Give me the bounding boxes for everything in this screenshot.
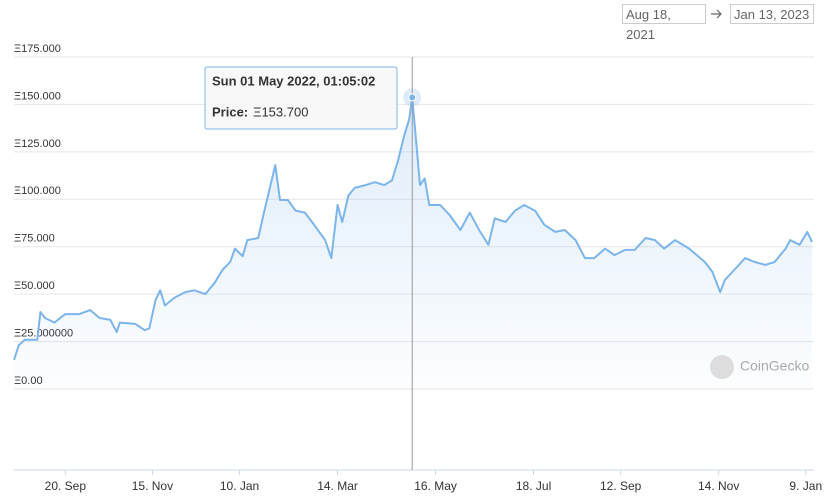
y-tick-label: Ξ100.000 [14,185,61,197]
range-to[interactable]: Jan 13, 2023 [730,4,814,24]
y-tick-label: Ξ75.000 [14,233,55,245]
area-fill [14,97,812,389]
x-tick-label: 18. Jul [516,479,551,493]
x-tick-label: 15. Nov [132,479,173,493]
tooltip-value: Ξ153.700 [253,104,308,119]
x-tick-label: 10. Jan [220,479,259,493]
y-tick-label: Ξ150.000 [14,90,61,102]
range-from[interactable]: Aug 18, 2021 [622,4,706,42]
price-line [13,96,813,361]
x-tick-label: 14. Mar [317,479,358,493]
x-tick-label: 9. Jan [789,479,822,493]
x-tick-label: 20. Sep [45,479,87,493]
x-tick-label: 16. May [414,479,457,493]
x-tick-label: 12. Sep [600,479,642,493]
range-arrow [711,9,722,19]
tooltip-title: Sun 01 May 2022, 01:05:02 [212,73,375,88]
y-tick-label: Ξ175.000 [14,43,61,55]
watermark: CoinGecko [710,355,809,379]
hover-point [408,93,417,102]
watermark-text: CoinGecko [740,358,809,374]
y-tick-label: Ξ50.000 [14,280,55,292]
x-tick-label: 14. Nov [698,479,739,493]
y-tick-label: Ξ125.000 [14,138,61,150]
tooltip-label: Price: [212,104,248,119]
tooltip-box [204,66,398,130]
